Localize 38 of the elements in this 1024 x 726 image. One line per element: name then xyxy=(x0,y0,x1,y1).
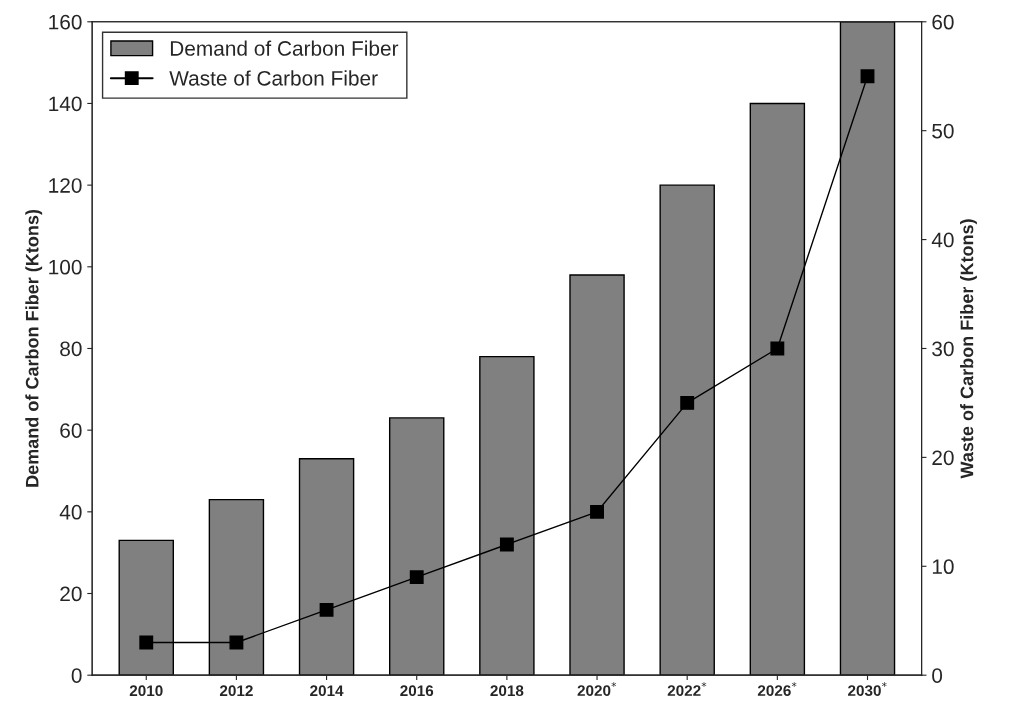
x-tick-label: 2018 xyxy=(490,685,524,697)
y-tick-label: 0 xyxy=(71,668,82,683)
point xyxy=(229,635,244,650)
x-tick-label: 2012 xyxy=(219,685,253,697)
y2-tick-label: 60 xyxy=(932,14,954,30)
y-tick-label: 60 xyxy=(60,423,82,438)
y-tick-label: 20 xyxy=(60,586,82,602)
legend-label: Waste of Carbon Fiber xyxy=(169,70,378,86)
point xyxy=(770,341,785,356)
x-tick-label: 2020$^{*}$ xyxy=(577,682,617,697)
point xyxy=(590,504,604,519)
x-tick-label: 2026$^{*}$ xyxy=(757,682,797,697)
y2-tick-label: 40 xyxy=(931,232,954,248)
y-tick-label: 100 xyxy=(49,259,82,275)
y-tick-label: 80 xyxy=(60,341,82,357)
y-axis-title: Demand of Carbon Fiber (Ktons) xyxy=(25,209,43,487)
point xyxy=(860,69,875,84)
y2-tick-label: 0 xyxy=(932,668,943,683)
y-tick-label: 120 xyxy=(49,178,82,193)
x-tick-label: 2016 xyxy=(400,685,434,697)
point xyxy=(680,395,695,410)
y-tick-label: 140 xyxy=(49,96,82,112)
point xyxy=(319,602,334,617)
x-tick-label: 2010 xyxy=(129,685,163,697)
y-tick-label: 40 xyxy=(59,504,82,520)
legend-label: Demand of Carbon Fiber xyxy=(170,40,399,56)
x-tick-label: 2030$^{*}$ xyxy=(848,682,887,697)
point xyxy=(139,635,154,650)
y2-tick-label: 30 xyxy=(932,341,954,357)
point xyxy=(409,570,424,585)
point xyxy=(499,537,514,552)
y2-tick-label: 20 xyxy=(932,450,954,466)
y-tick-label: 160 xyxy=(49,14,82,30)
x-tick-label: 2022$^{*}$ xyxy=(667,682,707,697)
y2-axis-title: Waste of Carbon Fiber (Ktons) xyxy=(960,219,977,479)
x-tick-label: 2014 xyxy=(310,685,344,697)
y2-tick-label: 10 xyxy=(932,559,954,575)
y2-tick-label: 50 xyxy=(932,123,954,139)
